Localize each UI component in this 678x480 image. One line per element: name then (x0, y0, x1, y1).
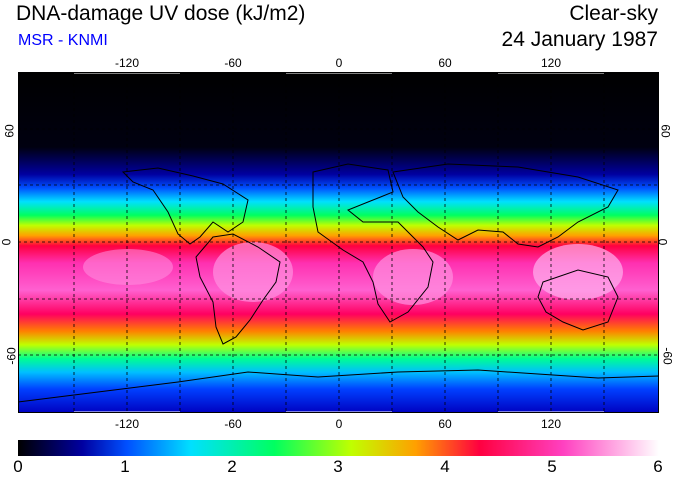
map-frame (18, 72, 659, 413)
credit-text: MSR - KNMI (18, 32, 108, 49)
colorbar-label: 4 (440, 457, 450, 476)
uv-peak-pacific (83, 249, 173, 285)
lon-tick-bottom: -120 (114, 417, 140, 431)
colorbar-label: 1 (120, 457, 130, 476)
uv-peak-south-america (213, 242, 293, 302)
europe-africa-outline (312, 163, 434, 323)
lon-tick-top: 0 (335, 56, 343, 70)
uv-peak-africa (373, 249, 453, 305)
colorbar-label: 6 (653, 457, 663, 476)
lon-tick-bottom: 120 (540, 417, 562, 431)
lat-tick-right: -60 (660, 347, 675, 365)
antarctica-outline (18, 369, 659, 403)
map-title: DNA-damage UV dose (kJ/m2) (16, 2, 306, 25)
lat-tick-left: 60 (2, 124, 17, 138)
colorbar-label: 0 (13, 457, 23, 476)
colorbar (18, 440, 659, 456)
sky-condition: Clear-sky (569, 2, 658, 25)
coastlines (18, 163, 659, 403)
lon-tick-bottom: 60 (438, 417, 452, 431)
lon-tick-top: 120 (540, 56, 562, 70)
south-america-outline (195, 233, 281, 345)
map-date: 24 January 1987 (501, 28, 658, 51)
asia-outline (392, 163, 619, 248)
lat-tick-left: -60 (4, 347, 19, 365)
colorbar-gradient (18, 440, 659, 456)
lon-tick-bottom: 0 (335, 417, 343, 431)
lat-tick-left: 0 (0, 238, 14, 246)
lon-tick-top: -120 (114, 56, 140, 70)
australia-outline (537, 269, 619, 331)
graticule (18, 72, 659, 413)
lon-tick-bottom: -60 (224, 417, 242, 431)
lat-tick-right: 60 (658, 124, 673, 138)
uv-dose-map (18, 72, 659, 413)
uv-dose-field (18, 72, 659, 413)
lon-tick-top: 60 (438, 56, 452, 70)
colorbar-label: 2 (227, 457, 237, 476)
lon-tick-top: -60 (224, 56, 242, 70)
north-america-outline (121, 167, 249, 245)
colorbar-label: 3 (333, 457, 343, 476)
uv-peak-australia (533, 244, 623, 300)
colorbar-label: 5 (547, 457, 557, 476)
